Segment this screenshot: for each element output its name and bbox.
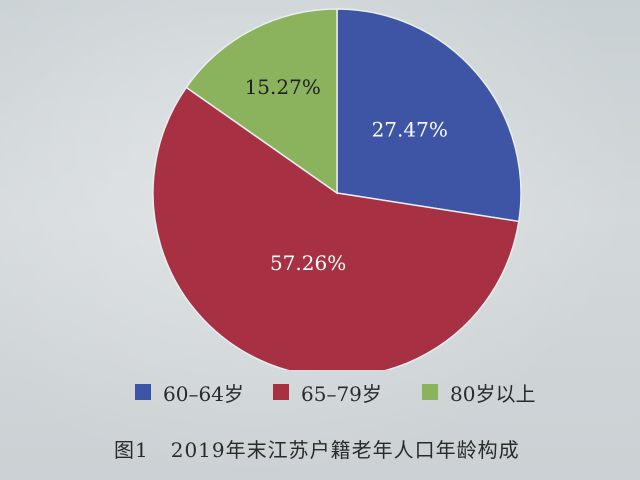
pie-slice-60-64 xyxy=(336,8,522,223)
legend-item-60-64: 60–64岁 xyxy=(135,378,244,406)
legend: 60–64岁 65–79岁 80岁以上 xyxy=(0,378,640,406)
slice-label-65-79: 57.26% xyxy=(270,251,346,275)
legend-swatch-65-79 xyxy=(273,384,289,400)
pie-slice-65-79 xyxy=(152,86,520,370)
figure-title: 2019年末江苏户籍老年人口年龄构成 xyxy=(170,438,520,462)
legend-item-80-plus: 80岁以上 xyxy=(422,378,535,406)
legend-swatch-80-plus xyxy=(422,384,438,400)
figure-caption: 图1 2019年末江苏户籍老年人口年龄构成 xyxy=(114,434,520,464)
slice-label-80-plus: 15.27% xyxy=(245,75,321,99)
legend-item-65-79: 65–79岁 xyxy=(273,378,382,406)
pie-slice-80-plus xyxy=(185,8,338,195)
legend-label-65-79: 65–79岁 xyxy=(301,381,382,406)
legend-label-80-plus: 80岁以上 xyxy=(450,381,536,406)
legend-swatch-60-64 xyxy=(135,384,151,400)
pie-chart: 27.47% 57.26% 15.27% xyxy=(152,8,522,370)
figure-number: 图1 xyxy=(114,438,149,462)
slice-label-60-64: 27.47% xyxy=(372,117,448,141)
legend-label-60-64: 60–64岁 xyxy=(163,381,244,406)
